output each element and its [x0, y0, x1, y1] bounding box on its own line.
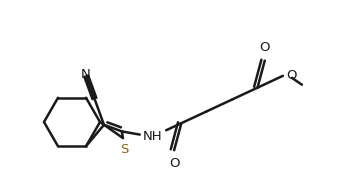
Text: NH: NH — [142, 130, 162, 143]
Text: O: O — [169, 157, 179, 170]
Text: O: O — [286, 69, 296, 82]
Text: O: O — [260, 41, 270, 54]
Text: N: N — [81, 68, 91, 81]
Text: S: S — [120, 143, 128, 156]
